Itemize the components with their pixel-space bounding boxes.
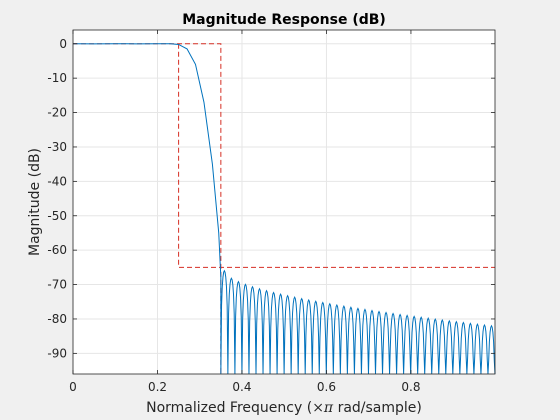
x-tick-label: 0.6: [317, 380, 336, 394]
axis-ticks: 0 0.2 0.4 0.6 0.8 0 -10 -20 -30 -40 -50 -60 -70 -80 -9…: [47, 30, 495, 394]
x-axis-label-symbol: ×π: [312, 400, 334, 416]
magnitude-response-line: [72, 43, 496, 375]
y-tick-label: -80: [47, 312, 67, 326]
x-tick-label: 0: [69, 380, 77, 394]
axes-frame: [72, 29, 496, 375]
chart-title: Magnitude Response (dB): [182, 12, 386, 28]
x-axis-label: Normalized Frequency (×π rad/sample): [146, 400, 422, 416]
stopband-mask: [178, 43, 495, 268]
y-tick-label: -70: [47, 278, 67, 292]
y-tick-label: 0: [59, 37, 67, 51]
response-curve: [72, 43, 496, 375]
y-tick-label: -30: [47, 140, 67, 154]
y-tick-label: -10: [47, 71, 67, 85]
x-tick-label: 0.2: [148, 380, 167, 394]
y-axis-label: Magnitude (dB): [27, 148, 43, 256]
y-tick-label: -60: [47, 243, 67, 257]
axes-background: [73, 30, 495, 374]
y-tick-label: -40: [47, 174, 67, 188]
x-tick-label: 0.8: [401, 380, 420, 394]
y-tick-label: -20: [47, 106, 67, 120]
x-axis-label-suffix: rad/sample): [333, 400, 422, 416]
y-tick-label: -50: [47, 209, 67, 223]
x-axis-label-prefix: Normalized Frequency (: [146, 400, 312, 416]
y-tick-label: -90: [47, 346, 67, 360]
x-tick-label: 0.4: [232, 380, 251, 394]
